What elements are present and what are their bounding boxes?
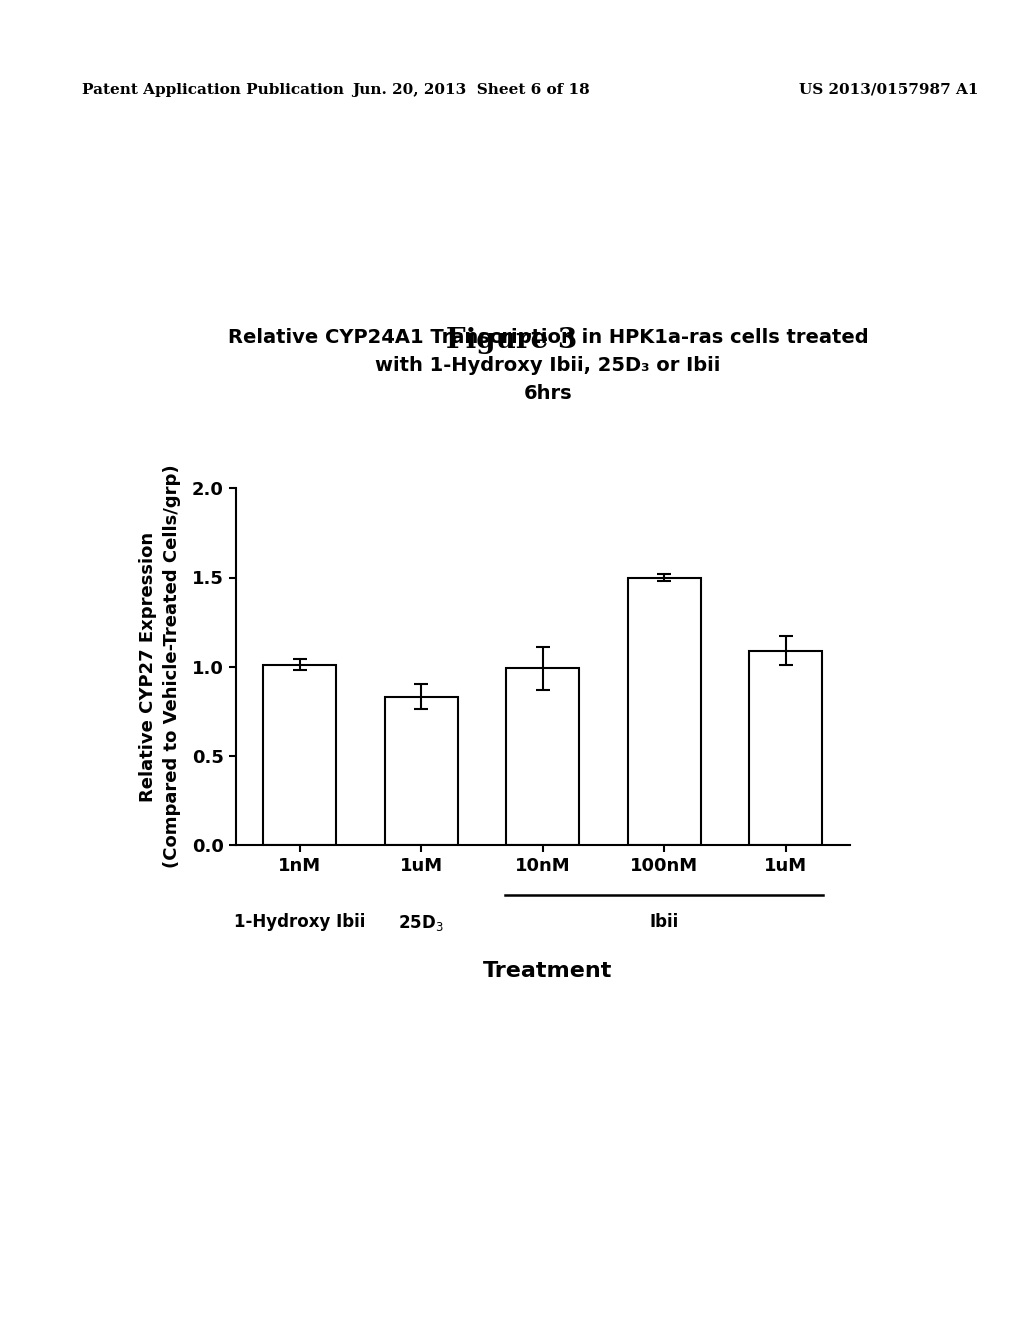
Text: Patent Application Publication: Patent Application Publication [82,83,344,96]
Text: Ibii: Ibii [649,913,679,932]
Bar [628,578,700,845]
Text: Treatment: Treatment [483,961,612,981]
Text: 1-Hydroxy Ibii: 1-Hydroxy Ibii [234,913,366,932]
Text: Jun. 20, 2013  Sheet 6 of 18: Jun. 20, 2013 Sheet 6 of 18 [352,83,590,96]
Text: US 2013/0157987 A1: US 2013/0157987 A1 [799,83,978,96]
Bar [263,665,336,845]
Bar [506,668,580,845]
Y-axis label: Relative CYP27 Expression
(Compared to Vehicle-Treated Cells/grp): Relative CYP27 Expression (Compared to V… [139,465,180,869]
Text: 25D$_3$: 25D$_3$ [398,913,444,933]
Bar [385,697,458,845]
Bar [750,651,822,845]
Text: Figure 3: Figure 3 [446,327,578,354]
Text: Relative CYP24A1 Transcription in HPK1a-ras cells treated
with 1-Hydroxy Ibii, 2: Relative CYP24A1 Transcription in HPK1a-… [227,327,868,403]
